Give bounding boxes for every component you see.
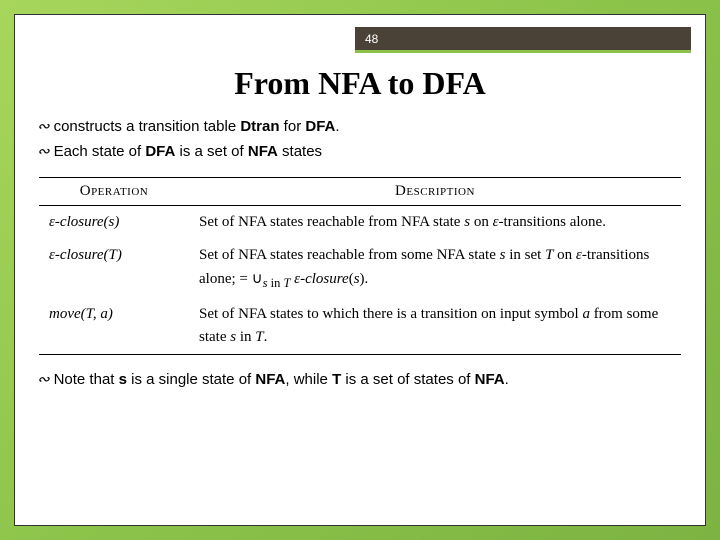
bullet-text: Each state of DFA is a set of NFA states <box>54 141 322 164</box>
bullet-list: ∾ constructs a transition table Dtran fo… <box>15 116 705 165</box>
desc-cell: Set of NFA states reachable from NFA sta… <box>189 206 681 240</box>
col-description: Description <box>189 178 681 206</box>
bullet-item: ∾ constructs a transition table Dtran fo… <box>37 116 677 139</box>
bullet-text: constructs a transition table Dtran for … <box>54 116 340 139</box>
slide-number: 48 <box>365 32 378 46</box>
table-row: move(T, a) Set of NFA states to which th… <box>39 298 681 355</box>
col-operation: Operation <box>39 178 189 206</box>
note-text: Note that s is a single state of NFA, wh… <box>54 369 509 392</box>
bullet-item: ∾ Each state of DFA is a set of NFA stat… <box>37 141 677 164</box>
slide-number-band: 48 <box>355 27 691 53</box>
note-bullet: ∾ Note that s is a single state of NFA, … <box>37 369 677 392</box>
operations-table: Operation Description ε-closure(s) Set o… <box>39 177 681 355</box>
slide-title: From NFA to DFA <box>15 65 705 102</box>
op-cell: ε-closure(T) <box>39 239 189 298</box>
desc-cell: Set of NFA states reachable from some NF… <box>189 239 681 298</box>
op-cell: move(T, a) <box>39 298 189 355</box>
desc-cell: Set of NFA states to which there is a tr… <box>189 298 681 355</box>
bullet-marker-icon: ∾ <box>37 141 50 164</box>
operations-table-wrap: Operation Description ε-closure(s) Set o… <box>39 177 681 355</box>
bullet-marker-icon: ∾ <box>37 116 50 139</box>
op-cell: ε-closure(s) <box>39 206 189 240</box>
note-section: ∾ Note that s is a single state of NFA, … <box>15 355 705 394</box>
table-row: ε-closure(s) Set of NFA states reachable… <box>39 206 681 240</box>
table-row: ε-closure(T) Set of NFA states reachable… <box>39 239 681 298</box>
slide: 48 From NFA to DFA ∾ constructs a transi… <box>14 14 706 526</box>
table-header-row: Operation Description <box>39 178 681 206</box>
bullet-marker-icon: ∾ <box>37 369 50 392</box>
